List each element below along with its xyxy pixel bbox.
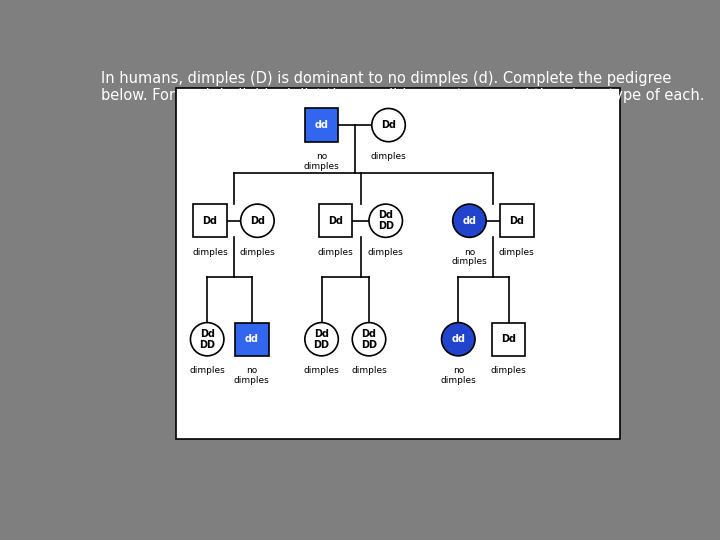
Text: dimples: dimples <box>499 248 535 256</box>
Text: dimples: dimples <box>192 248 228 256</box>
Ellipse shape <box>369 204 402 238</box>
Text: Dd
DD: Dd DD <box>361 329 377 349</box>
Text: Dd
DD: Dd DD <box>199 329 215 349</box>
Text: no
dimples: no dimples <box>441 366 476 385</box>
Text: dd: dd <box>245 334 258 344</box>
Text: Dd: Dd <box>202 215 217 226</box>
Text: dimples: dimples <box>189 366 225 375</box>
FancyBboxPatch shape <box>235 322 269 356</box>
Text: Dd: Dd <box>509 215 524 226</box>
Ellipse shape <box>240 204 274 238</box>
Ellipse shape <box>441 322 475 356</box>
Text: dimples: dimples <box>318 248 354 256</box>
Text: dimples: dimples <box>368 248 404 256</box>
Text: Dd
DD: Dd DD <box>314 329 330 349</box>
Text: Dd: Dd <box>501 334 516 344</box>
Ellipse shape <box>352 322 386 356</box>
FancyBboxPatch shape <box>319 204 352 238</box>
Text: In humans, dimples (D) is dominant to no dimples (d). Complete the pedigree
belo: In humans, dimples (D) is dominant to no… <box>101 71 705 104</box>
FancyBboxPatch shape <box>193 204 227 238</box>
Ellipse shape <box>372 109 405 141</box>
Text: Dd: Dd <box>250 215 265 226</box>
FancyBboxPatch shape <box>305 109 338 141</box>
Text: dd: dd <box>315 120 328 130</box>
Text: dd: dd <box>451 334 465 344</box>
Text: dimples: dimples <box>351 366 387 375</box>
FancyBboxPatch shape <box>176 87 620 439</box>
Text: no
dimples: no dimples <box>451 248 487 266</box>
Text: Dd: Dd <box>328 215 343 226</box>
FancyBboxPatch shape <box>500 204 534 238</box>
Text: dd: dd <box>462 215 477 226</box>
Text: dimples: dimples <box>371 152 406 161</box>
Ellipse shape <box>453 204 486 238</box>
Text: dimples: dimples <box>490 366 526 375</box>
Text: no
dimples: no dimples <box>304 152 339 171</box>
Text: dimples: dimples <box>240 248 275 256</box>
FancyBboxPatch shape <box>492 322 526 356</box>
Text: dimples: dimples <box>304 366 339 375</box>
Ellipse shape <box>190 322 224 356</box>
Text: Dd: Dd <box>381 120 396 130</box>
Text: no
dimples: no dimples <box>234 366 270 385</box>
Text: Dd
DD: Dd DD <box>378 210 394 231</box>
Ellipse shape <box>305 322 338 356</box>
